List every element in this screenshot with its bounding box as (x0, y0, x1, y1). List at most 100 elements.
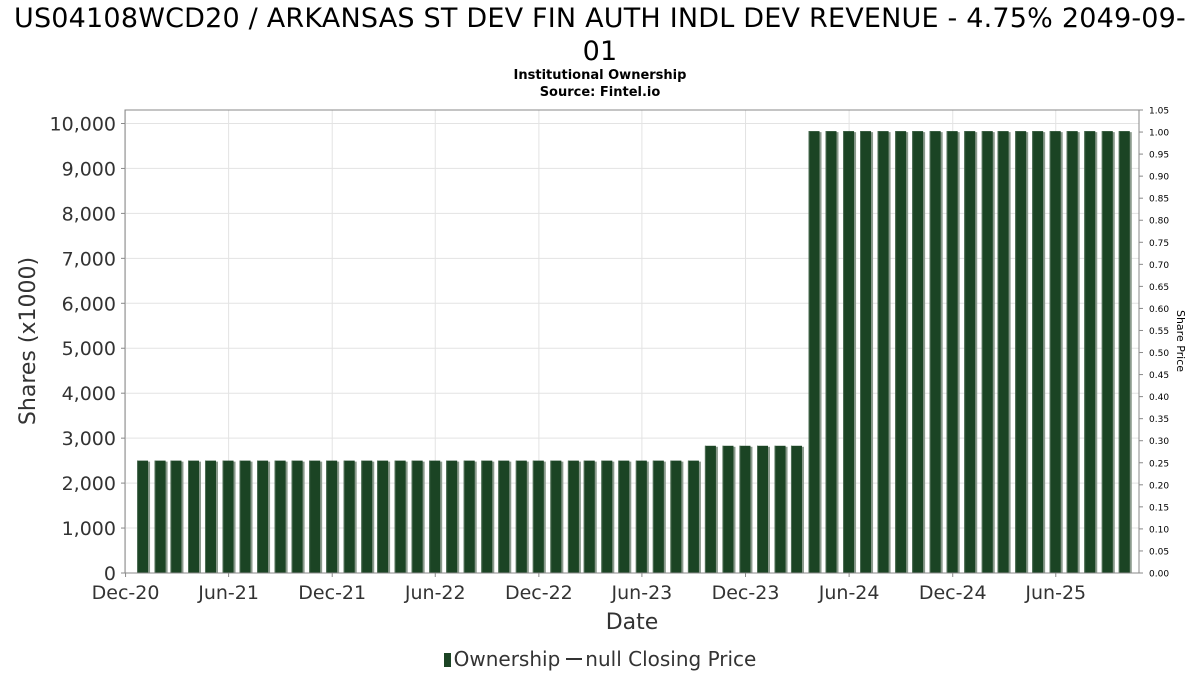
ownership-bar (997, 131, 1009, 573)
ownership-bar (1066, 131, 1078, 573)
y2-tick-label: 0.95 (1149, 151, 1169, 161)
ownership-bar (515, 460, 527, 573)
ownership-bar (137, 460, 149, 573)
ownership-bar (912, 131, 924, 573)
y2-tick-label: 0.70 (1149, 261, 1169, 271)
ownership-bar (291, 460, 303, 573)
y-tick-label: 8,000 (62, 203, 116, 225)
ownership-bar (583, 460, 595, 573)
y-tick-label: 1,000 (62, 518, 116, 540)
y2-tick-label: 0.15 (1149, 503, 1169, 513)
ownership-bar (567, 460, 579, 573)
ownership-bar (361, 460, 373, 573)
ownership-bar (1032, 131, 1044, 573)
ownership-bar (774, 445, 786, 573)
ownership-bar (687, 460, 699, 573)
ownership-bar (895, 131, 907, 573)
y2-tick-label: 0.35 (1149, 415, 1169, 425)
ownership-bar (1015, 131, 1027, 573)
ownership-bar (481, 460, 493, 573)
ownership-bar (550, 460, 562, 573)
y-tick-label: 6,000 (62, 293, 116, 315)
y2-tick-label: 0.50 (1149, 349, 1169, 359)
ownership-bar (170, 460, 182, 573)
ownership-bar (188, 460, 200, 573)
x-tick-label: Jun-21 (197, 582, 259, 604)
x-tick-label: Dec-20 (92, 582, 160, 604)
chart-title: US04108WCD20 / ARKANSAS ST DEV FIN AUTH … (14, 3, 1186, 67)
ownership-bar (981, 131, 993, 573)
ownership-bar (946, 131, 958, 573)
ownership-bar (343, 460, 355, 573)
ownership-bar (1084, 131, 1096, 573)
chart-subtitle: Institutional Ownership (513, 68, 687, 83)
x-tick-label: Dec-24 (919, 582, 987, 604)
y2-tick-label: 0.90 (1149, 173, 1169, 183)
x-tick-label: Dec-23 (712, 582, 780, 604)
ownership-bar (532, 460, 544, 573)
y2-tick-label: 0.65 (1149, 283, 1169, 293)
ownership-bar (239, 460, 251, 573)
y-axis-title: Shares (x1000) (16, 257, 41, 425)
y2-tick-label: 1.05 (1149, 107, 1169, 117)
y2-tick-label: 0.60 (1149, 305, 1169, 315)
ownership-bar (204, 460, 216, 573)
ownership-bar (326, 460, 338, 573)
ownership-bar (377, 460, 389, 573)
y-tick-label: 10,000 (50, 113, 116, 135)
ownership-bar (877, 131, 889, 573)
ownership-bar (964, 131, 976, 573)
ownership-bar (739, 445, 751, 573)
x-tick-label: Jun-23 (611, 582, 673, 604)
chart-source: Source: Fintel.io (539, 85, 661, 100)
y2-axis-title: Share Price (1174, 310, 1187, 372)
ownership-bar (929, 131, 941, 573)
y2-tick-label: 0.80 (1149, 217, 1169, 227)
ownership-bar (670, 460, 682, 573)
ownership-bar (411, 460, 423, 573)
ownership-bar (704, 445, 716, 573)
y2-tick-label: 0.40 (1149, 393, 1169, 403)
legend: Ownership null Closing Price (0, 648, 1200, 670)
x-tick-label: Jun-24 (818, 582, 880, 604)
price-line-swatch (566, 658, 583, 660)
y-tick-label: 2,000 (62, 473, 116, 495)
ownership-bar (394, 460, 406, 573)
ownership-bar (757, 445, 769, 573)
y-tick-label: 0 (104, 563, 116, 585)
ownership-bar (860, 131, 872, 573)
y2-tick-label: 0.10 (1149, 525, 1169, 535)
ownership-bar (601, 460, 613, 573)
ownership-bar (222, 460, 234, 573)
y2-tick-label: 0.30 (1149, 437, 1169, 447)
y2-tick-label: 0.55 (1149, 327, 1169, 337)
y2-tick-label: 0.85 (1149, 195, 1169, 205)
ownership-bar (309, 460, 321, 573)
ownership-bar (446, 460, 458, 573)
ownership-bar (1118, 131, 1130, 573)
ownership-bar (463, 460, 475, 573)
ownership-bar (429, 460, 441, 573)
y2-tick-label: 0.05 (1149, 547, 1169, 557)
ownership-bar (635, 460, 647, 573)
ownership-bar (1101, 131, 1113, 573)
ownership-bar (808, 131, 820, 573)
y2-tick-label: 0.00 (1149, 570, 1169, 580)
ownership-bar (1049, 131, 1061, 573)
y2-tick-label: 0.25 (1149, 459, 1169, 469)
y-tick-label: 7,000 (62, 248, 116, 270)
y2-tick-label: 0.75 (1149, 239, 1169, 249)
plot-frame (124, 109, 1140, 574)
legend-ownership-label: Ownership (453, 647, 561, 671)
y2-tick-label: 0.20 (1149, 481, 1169, 491)
y2-tick-label: 0.45 (1149, 371, 1169, 381)
y-tick-label: 4,000 (62, 383, 116, 405)
x-tick-label: Dec-21 (298, 582, 366, 604)
legend-price-label: null Closing Price (585, 647, 757, 671)
ownership-bar (498, 460, 510, 573)
ownership-bar (618, 460, 630, 573)
ownership-swatch (443, 653, 451, 667)
y-tick-label: 5,000 (62, 338, 116, 360)
x-tick-label: Jun-22 (404, 582, 466, 604)
